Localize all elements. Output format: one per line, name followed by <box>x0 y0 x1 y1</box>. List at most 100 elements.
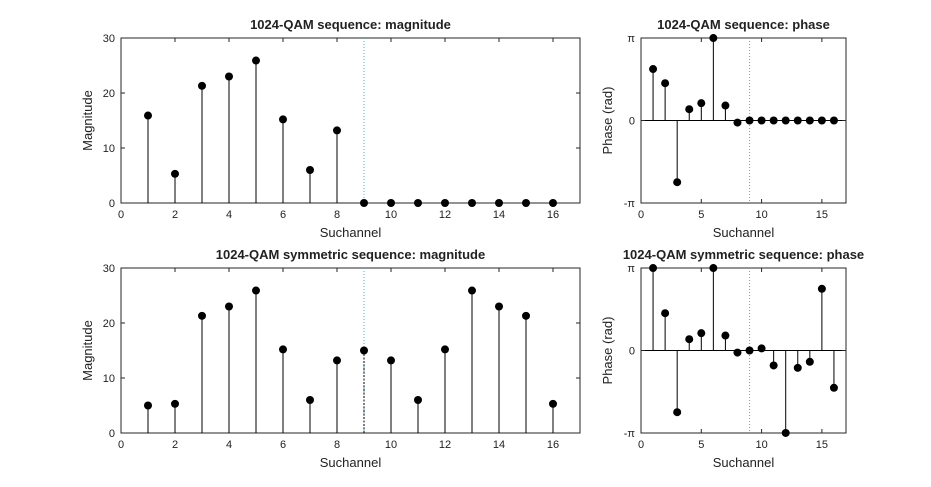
stem-point <box>805 357 814 366</box>
x-tick-label: 10 <box>755 209 767 221</box>
stem-point <box>306 396 314 404</box>
chart-title: 1024-QAM symmetric sequence: phase <box>623 247 864 262</box>
x-tick-label: 5 <box>698 209 704 221</box>
stem-point <box>805 116 814 125</box>
x-tick-label: 10 <box>385 439 397 451</box>
x-axis-label: Suchannel <box>320 455 382 470</box>
x-tick-label: 12 <box>439 439 451 451</box>
y-axis-label: Magnitude <box>80 320 95 381</box>
x-tick-label: 2 <box>172 209 178 221</box>
x-tick-label: 14 <box>493 439 505 451</box>
y-tick-label: π <box>627 263 635 275</box>
stem-point <box>387 356 395 365</box>
stem-point <box>333 356 341 365</box>
y-axis-label: Phase (rad) <box>600 317 615 385</box>
stem-point <box>414 199 422 207</box>
stem-point <box>495 302 503 311</box>
stem-point <box>769 361 778 370</box>
stem-point <box>360 199 368 207</box>
x-axis-label: Suchannel <box>713 455 775 470</box>
stem-point <box>171 399 179 408</box>
stem-point <box>769 116 778 125</box>
stem-point <box>661 309 670 318</box>
x-tick-label: 0 <box>638 209 644 221</box>
stem-point <box>793 363 802 372</box>
y-tick-label: 20 <box>103 318 115 330</box>
stem-point <box>661 79 670 88</box>
stem-point <box>673 178 682 187</box>
y-tick-label: 0 <box>629 346 635 358</box>
stem-point <box>793 116 802 125</box>
stem-point <box>441 199 449 207</box>
stem-point <box>721 331 730 340</box>
y-tick-label: 0 <box>109 428 115 440</box>
stem-point <box>387 199 395 207</box>
chart-title: 1024-QAM sequence: phase <box>657 17 830 32</box>
x-tick-label: 4 <box>226 209 232 221</box>
stem-point <box>781 428 790 437</box>
stem-point <box>829 116 838 125</box>
stem-point <box>685 105 694 114</box>
y-tick-label: -π <box>624 198 636 210</box>
x-tick-label: 15 <box>816 209 828 221</box>
stem-point <box>279 115 287 124</box>
stem-point <box>306 166 314 174</box>
stem-point <box>817 116 826 125</box>
chart-title: 1024-QAM sequence: magnitude <box>250 17 451 32</box>
x-tick-label: 2 <box>172 439 178 451</box>
x-tick-label: 6 <box>280 439 286 451</box>
stem-point <box>745 346 754 355</box>
stem-point <box>817 284 826 293</box>
y-tick-label: 10 <box>103 143 115 155</box>
stem-point <box>522 311 530 320</box>
x-axis-label: Suchannel <box>320 225 382 240</box>
x-tick-label: 5 <box>698 439 704 451</box>
y-tick-label: 30 <box>103 263 115 275</box>
stem-point <box>252 56 260 65</box>
y-tick-label: π <box>627 33 635 45</box>
x-tick-label: 16 <box>547 439 559 451</box>
stem-point <box>685 335 694 344</box>
stem-point <box>414 396 422 404</box>
y-tick-label: -π <box>624 428 636 440</box>
x-tick-label: 4 <box>226 439 232 451</box>
stem-point <box>468 286 476 295</box>
x-tick-label: 10 <box>755 439 767 451</box>
y-tick-label: 20 <box>103 88 115 100</box>
stem-point <box>225 72 233 81</box>
y-tick-label: 10 <box>103 373 115 385</box>
stem-point <box>198 81 206 90</box>
stem-point <box>441 345 449 354</box>
x-tick-label: 10 <box>385 209 397 221</box>
chart-panel-1: 0 2 4 6 8 10 12 14 16 0 10 20 30 1024-QAM sequence: m… <box>80 17 581 240</box>
stem-point <box>649 264 658 273</box>
x-tick-label: 0 <box>118 209 124 221</box>
x-tick-label: 8 <box>334 439 340 451</box>
stem-point <box>468 199 476 207</box>
stem-point <box>829 383 838 392</box>
x-tick-label: 15 <box>816 439 828 451</box>
stem-point <box>673 408 682 417</box>
stem-point <box>697 99 706 108</box>
x-axis-label: Suchannel <box>713 225 775 240</box>
stem-point <box>757 344 766 353</box>
y-axis-label: Magnitude <box>80 90 95 151</box>
stem-point <box>279 345 287 354</box>
chart-title: 1024-QAM symmetric sequence: magnitude <box>216 247 485 262</box>
stem-point <box>171 169 179 178</box>
stem-point <box>360 346 368 355</box>
stem-point <box>733 348 742 357</box>
stem-point <box>745 116 754 125</box>
y-tick-label: 0 <box>109 198 115 210</box>
x-tick-label: 6 <box>280 209 286 221</box>
stem-point <box>495 199 503 207</box>
y-axis-label: Phase (rad) <box>600 87 615 155</box>
stem-point <box>144 111 152 120</box>
y-tick-label: 30 <box>103 33 115 45</box>
x-tick-label: 0 <box>638 439 644 451</box>
x-tick-label: 12 <box>439 209 451 221</box>
stem-point <box>781 116 790 125</box>
